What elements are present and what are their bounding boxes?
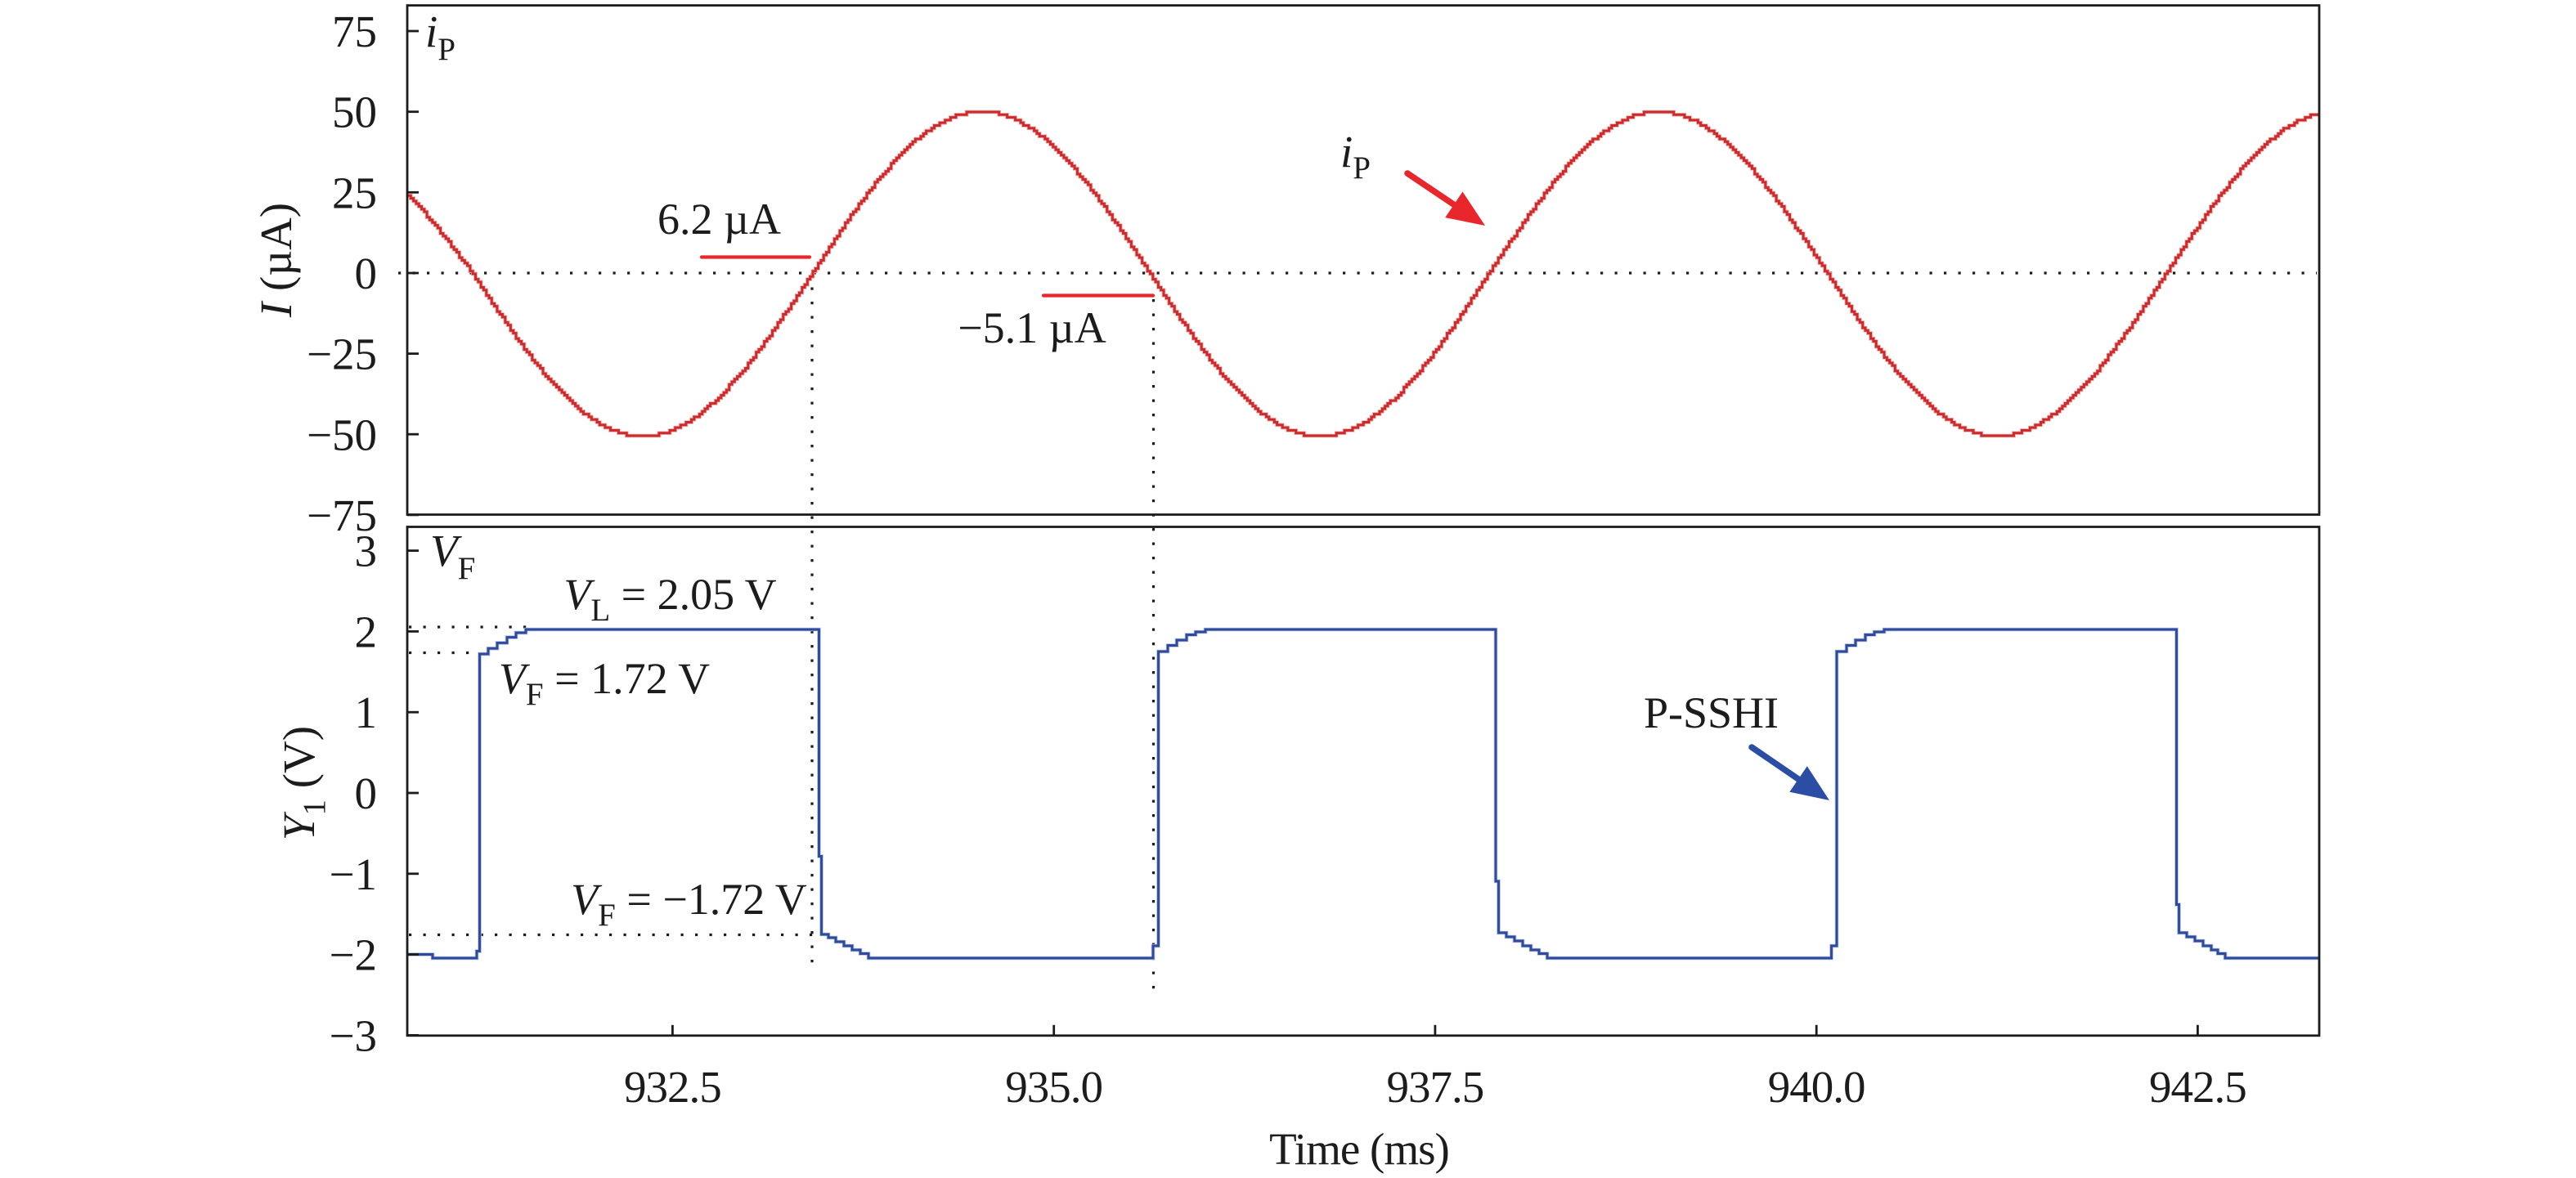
svg-text:iP: iP bbox=[1340, 127, 1371, 186]
svg-text:−50: −50 bbox=[307, 410, 377, 459]
svg-text:VF = −1.72 V: VF = −1.72 V bbox=[571, 875, 807, 933]
svg-text:I (µA): I (µA) bbox=[251, 203, 301, 318]
svg-text:75: 75 bbox=[332, 7, 377, 56]
svg-text:−2: −2 bbox=[329, 930, 377, 980]
svg-text:Y1 (V): Y1 (V) bbox=[274, 726, 332, 840]
svg-text:VF = 1.72 V: VF = 1.72 V bbox=[499, 654, 710, 712]
svg-text:−5.1 µA: −5.1 µA bbox=[958, 303, 1106, 352]
svg-text:940.0: 940.0 bbox=[1768, 1062, 1865, 1112]
svg-text:50: 50 bbox=[332, 87, 377, 137]
svg-text:6.2 µA: 6.2 µA bbox=[657, 195, 781, 244]
svg-text:942.5: 942.5 bbox=[2149, 1062, 2246, 1112]
svg-text:−75: −75 bbox=[307, 490, 377, 540]
svg-text:−1: −1 bbox=[329, 849, 377, 899]
svg-text:932.5: 932.5 bbox=[624, 1062, 721, 1112]
svg-text:iP: iP bbox=[425, 7, 456, 67]
svg-text:3: 3 bbox=[355, 526, 378, 576]
svg-text:937.5: 937.5 bbox=[1387, 1062, 1484, 1112]
svg-text:−25: −25 bbox=[307, 329, 377, 379]
svg-text:VL = 2.05 V: VL = 2.05 V bbox=[563, 570, 776, 628]
svg-text:Time (ms): Time (ms) bbox=[1269, 1124, 1449, 1174]
svg-text:−3: −3 bbox=[329, 1010, 377, 1060]
svg-text:935.0: 935.0 bbox=[1005, 1062, 1102, 1112]
svg-text:VF: VF bbox=[430, 526, 475, 586]
svg-text:25: 25 bbox=[332, 168, 377, 217]
svg-text:1: 1 bbox=[355, 688, 378, 737]
svg-text:2: 2 bbox=[355, 607, 378, 656]
svg-text:P-SSHI: P-SSHI bbox=[1644, 688, 1779, 737]
svg-text:0: 0 bbox=[355, 249, 378, 298]
svg-text:0: 0 bbox=[355, 768, 378, 818]
